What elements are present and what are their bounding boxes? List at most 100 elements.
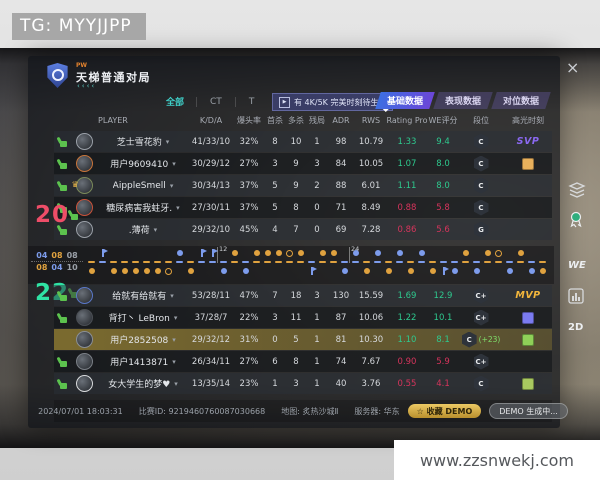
chevron-down-icon[interactable]: ▾: [176, 203, 180, 212]
tab-matchup-data[interactable]: 对位数据: [491, 92, 551, 109]
round-skull-icon: [385, 268, 392, 274]
thumbs-up-icon[interactable]: [57, 379, 68, 389]
highlight-chip[interactable]: [522, 157, 534, 170]
highlight-chip[interactable]: [522, 311, 534, 324]
stat-headshot-rate: 37%: [239, 202, 259, 213]
half-scores: 04 08 08 08 04 10: [31, 250, 83, 273]
chart-icon[interactable]: [568, 288, 584, 308]
rank-badge-icon: C: [473, 155, 489, 172]
highlight-chip[interactable]: [522, 377, 534, 390]
filter-t[interactable]: T: [234, 96, 268, 107]
avatar: [75, 177, 93, 194]
chevron-down-icon[interactable]: ▾: [169, 181, 174, 190]
column-header: RWS: [361, 116, 381, 125]
avatar: [75, 221, 93, 238]
chevron-down-icon[interactable]: ▾: [174, 379, 178, 388]
player-row[interactable]: .薄荷 ▾ 29/32/10 45% 4 7 0 69 7.28 0.86 5.6 G: [54, 219, 552, 240]
stat-headshot-rate: 22%: [239, 312, 259, 323]
stat-clutches: 0: [314, 202, 320, 213]
layers-icon[interactable]: [568, 182, 586, 202]
rank-badge-cell: C: [473, 177, 489, 194]
player-row[interactable]: 用户2852508 ▾ 29/32/12 31% 0 5 1 81 10.30 1.10 8.1 C(…: [54, 329, 552, 350]
round: [196, 247, 207, 283]
round: [207, 247, 218, 283]
stat-clutches: 1: [314, 356, 320, 367]
round: [317, 247, 328, 283]
thumbs-up-icon[interactable]: [57, 181, 68, 191]
avatar: [75, 375, 93, 392]
round-skull-icon: [462, 250, 469, 256]
thumbs-up-icon[interactable]: [57, 203, 68, 213]
tab-basic-data[interactable]: 基础数据: [375, 92, 435, 109]
commend-cell: [57, 137, 68, 147]
highlight-notice[interactable]: ▶ 有 4K/5K 完美时刻待生成: [272, 93, 394, 111]
stat-adr: 130: [332, 290, 350, 301]
stat-kda: 30/34/13: [191, 180, 231, 191]
player-row[interactable]: 用户9609410 ▾ 30/29/12 27% 3 9 3 84 10.05 1.07 8.0 C: [54, 153, 552, 174]
player-row[interactable]: 给就有给就有 ▾ 53/28/11 47% 7 18 3 130 15.59 1.69 12.9 C+…: [54, 285, 552, 306]
column-header: Rating Pro: [386, 116, 428, 125]
player-row[interactable]: 背打丶 LeBron ▾ 37/28/7 22% 3 11 1 87 10.06 1.22 10.1…: [54, 307, 552, 328]
round-skull-icon: [429, 268, 436, 274]
tab-performance-data[interactable]: 表现数据: [433, 92, 493, 109]
thumbs-up-icon[interactable]: [57, 137, 68, 147]
player-row[interactable]: ♛ AippleSmell ▾ 30/34/13 37% 5 9 2 88 6.01 1.11 8.0…: [54, 175, 552, 196]
tab-label: 表现数据: [444, 97, 481, 107]
thumbs-up-icon[interactable]: [57, 357, 68, 367]
demo-generating-button[interactable]: DEMO 生成中...: [489, 403, 568, 419]
round: [306, 247, 317, 283]
chevron-down-icon[interactable]: ▾: [172, 159, 176, 168]
favorite-demo-button[interactable]: ☆ 收藏 DEMO: [407, 404, 482, 418]
round-skull-icon: [220, 268, 227, 274]
filter-ct[interactable]: CT: [196, 96, 235, 107]
stat-clutches: 3: [314, 158, 320, 169]
player-name-cell: 背打丶 LeBron ▾: [98, 311, 188, 325]
medal-icon[interactable]: [568, 210, 584, 232]
stat-adr: 88: [335, 180, 347, 191]
commend-cell: [57, 313, 68, 323]
round: [449, 247, 460, 283]
round-skull-icon: [506, 268, 513, 274]
chevron-down-icon[interactable]: ▾: [165, 137, 170, 146]
player-row[interactable]: 女大学生的梦♥ ▾ 13/35/14 23% 1 3 1 40 3.76 0.55 4.1 C: [54, 373, 552, 394]
thumbs-up-icon[interactable]: [57, 225, 68, 235]
stat-first-kills: 0: [272, 334, 278, 345]
team1-score: 20: [35, 202, 70, 228]
thumbs-up-icon[interactable]: [57, 291, 68, 301]
player-row[interactable]: 用户1413871 ▾ 26/34/11 27% 6 8 1 74 7.67 0.90 5.9 C+: [54, 351, 552, 372]
notice-text: 有 4K/5K 完美时刻待生成: [294, 97, 387, 107]
round-skull-icon: [297, 250, 304, 256]
player-row[interactable]: 芝士雪花豹 ▾ 41/33/10 32% 8 10 1 98 10.79 1.33 9.4 C SVP: [54, 131, 552, 152]
round-defuse-icon: [211, 249, 218, 257]
thumbs-up-icon[interactable]: [57, 313, 68, 323]
stat-we-score: 5.6: [436, 224, 450, 235]
chevron-down-icon[interactable]: ▾: [173, 313, 178, 322]
2d-viewer-button[interactable]: 2D: [568, 322, 584, 333]
play-icon[interactable]: ▶: [279, 96, 290, 108]
stat-we-score: 12.9: [433, 290, 453, 301]
chevron-down-icon[interactable]: ▾: [172, 357, 176, 366]
close-icon[interactable]: ×: [566, 58, 580, 77]
we-score-button[interactable]: WE: [568, 260, 586, 271]
round-skull-icon: [451, 268, 458, 274]
rank-badge-cell: C+: [473, 287, 489, 304]
avatar-cell: ♛: [72, 177, 93, 194]
thumbs-up-icon[interactable]: [57, 159, 68, 169]
team1-commend-icon[interactable]: [68, 209, 80, 220]
chevron-down-icon[interactable]: ▾: [153, 225, 158, 234]
round-skull-icon: [528, 268, 535, 274]
stat-we-score: 9.4: [436, 136, 450, 147]
highlight-chip[interactable]: [522, 333, 534, 346]
chevron-down-icon[interactable]: ▾: [170, 291, 174, 300]
stat-clutches: 1: [314, 312, 320, 323]
chevron-down-icon[interactable]: ▾: [172, 335, 176, 344]
round: [438, 247, 449, 283]
stat-rws: 10.79: [358, 136, 384, 147]
stat-rws: 6.01: [361, 180, 381, 191]
round: [394, 247, 405, 283]
round: [515, 247, 526, 283]
player-row[interactable]: 糖尿病害我蛀牙. ▾ 27/30/11 37% 5 8 0 71 8.49 0.88 5.8 C: [54, 197, 552, 218]
half-score: 04: [36, 251, 48, 260]
column-header: 首杀: [267, 116, 283, 125]
filter-all[interactable]: 全部: [166, 98, 185, 108]
